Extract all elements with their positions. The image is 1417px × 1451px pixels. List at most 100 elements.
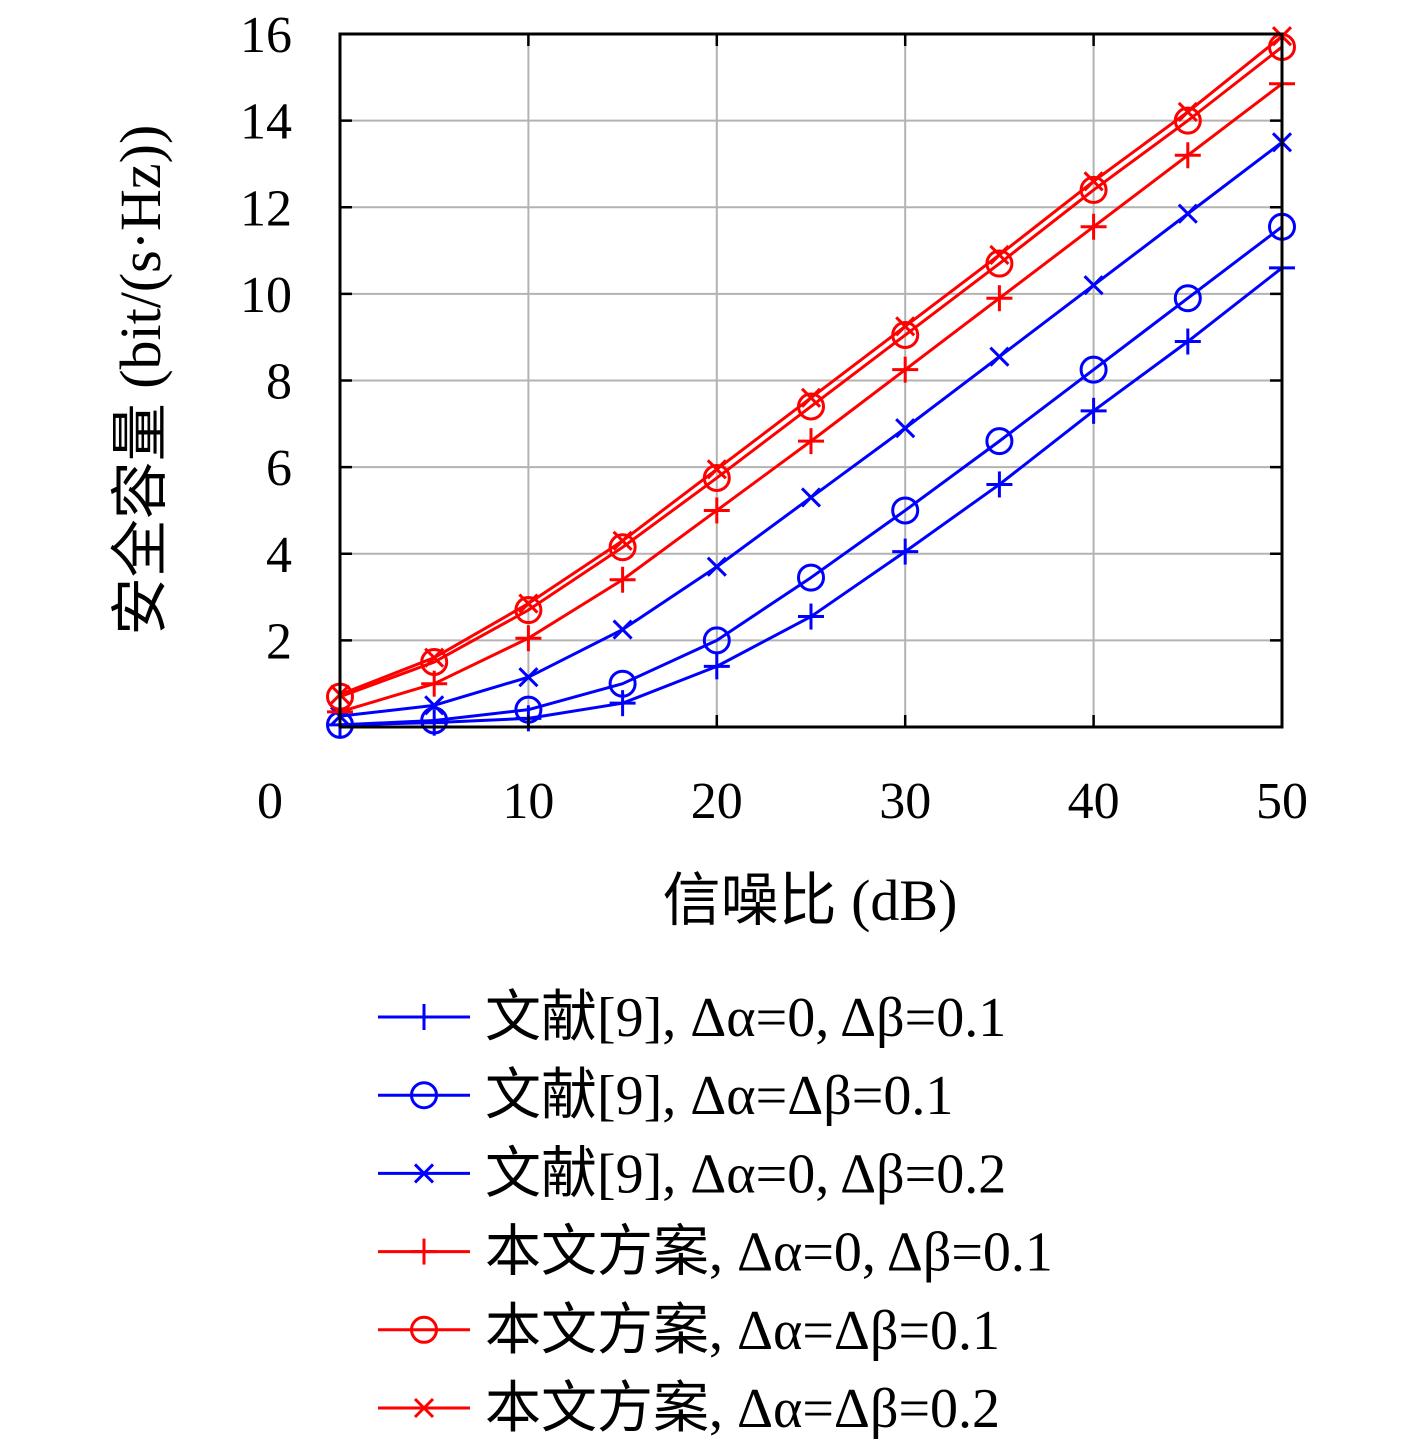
- data-point: [800, 387, 822, 408]
- x-tick-label: 10: [502, 773, 554, 830]
- marker-circle: [797, 563, 825, 592]
- data-point: [1080, 397, 1107, 424]
- legend-entry: 本文方案, Δα=Δβ=0.2: [378, 1378, 1000, 1440]
- marker-circle: [702, 626, 731, 655]
- data-point: [421, 709, 448, 736]
- legend-label: 本文方案, Δα=0, Δβ=0.1: [485, 1222, 1053, 1284]
- data-point: [1174, 328, 1201, 355]
- data-point: [703, 497, 730, 524]
- series-1: [326, 212, 1296, 739]
- data-point: [424, 695, 445, 716]
- marker-cross-b: [413, 1163, 435, 1184]
- data-point: [1177, 203, 1198, 224]
- y-tick-label: 6: [266, 440, 292, 497]
- y-tick-label: 10: [240, 267, 292, 324]
- data-point: [892, 538, 919, 565]
- series-line: [339, 34, 1283, 696]
- marker-cross-b: [800, 387, 822, 408]
- data-point: [989, 244, 1010, 265]
- data-point: [986, 471, 1013, 498]
- data-point: [895, 316, 916, 337]
- series-5: [329, 26, 1293, 705]
- marker-cross-b: [1177, 101, 1198, 123]
- marker-cross-b: [518, 667, 539, 688]
- data-point: [1173, 284, 1202, 313]
- data-point: [518, 593, 539, 614]
- data-point: [1079, 355, 1108, 384]
- data-point: [798, 428, 824, 455]
- data-point: [1080, 213, 1107, 240]
- tick-labels: 0 10 20 30 40 50 2 4 6 8 10 12 14 16: [240, 7, 1308, 830]
- data-point: [612, 530, 633, 551]
- data-point: [609, 566, 636, 593]
- legend-entry: 文献[9], Δα=Δβ=0.1: [378, 1065, 953, 1127]
- marker-cross-b: [706, 459, 727, 480]
- x-tick-label: 30: [879, 773, 931, 830]
- y-tick-label: 8: [266, 354, 292, 411]
- x-tick-label: 0: [257, 773, 283, 830]
- data-point: [609, 690, 636, 717]
- marker-circle: [608, 533, 637, 562]
- data-point: [1083, 275, 1104, 296]
- y-tick-label: 16: [240, 7, 292, 64]
- data-point: [420, 706, 449, 735]
- marker-cross-b: [706, 556, 727, 577]
- tick-marks: [340, 34, 1282, 727]
- x-tick-label: 50: [1256, 773, 1308, 830]
- data-point: [1177, 101, 1198, 123]
- data-point: [985, 427, 1014, 456]
- marker-cross-b: [800, 487, 822, 508]
- marker-circle: [420, 706, 449, 735]
- legend-label: 文献[9], Δα=0, Δβ=0.2: [485, 1143, 1006, 1205]
- marker-cross-b: [612, 530, 633, 551]
- marker-cross-b: [612, 619, 633, 640]
- marker-cross-b: [895, 316, 916, 337]
- data-point: [608, 533, 637, 562]
- marker-circle: [410, 1315, 438, 1344]
- y-tick-label: 14: [240, 94, 292, 151]
- marker-circle: [891, 496, 920, 525]
- marker-circle: [410, 1081, 438, 1110]
- x-tick-label: 20: [691, 773, 743, 830]
- data-point: [410, 1315, 438, 1344]
- y-tick-label: 4: [266, 527, 292, 584]
- marker-circle: [608, 669, 637, 698]
- marker-cross-b: [1177, 203, 1198, 224]
- legend-entry: 文献[9], Δα=0, Δβ=0.1: [378, 987, 1006, 1049]
- legend: 文献[9], Δα=0, Δβ=0.1 文献[9], Δα=Δβ=0.1 文献[9]…: [378, 987, 1053, 1440]
- marker-cross-b: [1083, 275, 1104, 296]
- marker-cross-b: [895, 418, 916, 439]
- series-line: [339, 225, 1283, 727]
- series-layer: [326, 26, 1296, 739]
- data-point: [989, 346, 1010, 367]
- legend-label: 本文方案, Δα=Δβ=0.1: [485, 1300, 1000, 1362]
- legend-entry: 本文方案, Δα=Δβ=0.1: [378, 1300, 1000, 1362]
- series-line: [339, 45, 1283, 699]
- marker-cross-b: [1083, 171, 1104, 192]
- y-tick-label: 12: [240, 180, 292, 237]
- marker-cross-b: [413, 1397, 435, 1419]
- legend-label: 文献[9], Δα=0, Δβ=0.1: [485, 987, 1006, 1049]
- data-point: [895, 418, 916, 439]
- marker-circle: [1079, 355, 1108, 384]
- data-point: [612, 619, 633, 640]
- grid-lines: [340, 34, 1282, 727]
- y-tick-label: 2: [266, 613, 292, 670]
- data-point: [702, 626, 731, 655]
- data-point: [518, 667, 539, 688]
- legend-label: 本文方案, Δα=Δβ=0.2: [485, 1378, 1000, 1440]
- data-point: [424, 647, 445, 668]
- data-point: [413, 1397, 435, 1419]
- marker-cross-b: [424, 647, 445, 668]
- data-point: [515, 625, 542, 652]
- data-point: [608, 669, 637, 698]
- data-point: [410, 1081, 438, 1110]
- series-4: [326, 32, 1296, 711]
- data-point: [706, 459, 727, 480]
- x-tick-label: 40: [1068, 773, 1120, 830]
- marker-cross-b: [989, 346, 1010, 367]
- marker-cross-b: [424, 695, 445, 716]
- legend-entry: 本文方案, Δα=0, Δβ=0.1: [378, 1222, 1053, 1284]
- data-point: [891, 496, 920, 525]
